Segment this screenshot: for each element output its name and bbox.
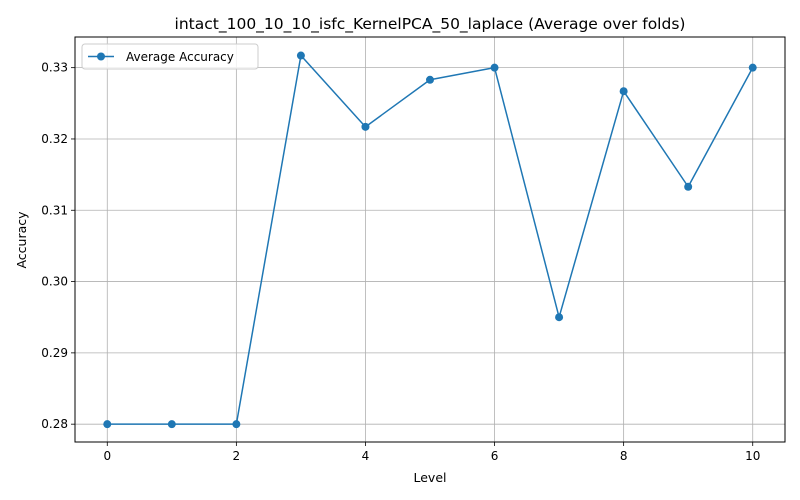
data-point-marker <box>232 420 241 429</box>
y-axis-label: Accuracy <box>14 211 29 269</box>
data-point-marker <box>555 313 564 322</box>
series-line <box>107 54 754 425</box>
data-point-marker <box>748 63 757 72</box>
data-point-marker <box>684 182 693 191</box>
x-tick-label: 0 <box>103 449 111 463</box>
x-tick-label: 6 <box>491 449 499 463</box>
legend-label: Average Accuracy <box>126 50 234 64</box>
x-tick-label: 4 <box>362 449 370 463</box>
grid <box>75 37 785 442</box>
x-tick-label: 2 <box>233 449 241 463</box>
data-point-marker <box>361 122 370 131</box>
legend: Average Accuracy <box>81 43 259 70</box>
legend-marker-swatch <box>97 52 105 61</box>
data-point-marker <box>296 51 305 60</box>
data-point-marker <box>167 420 176 429</box>
series-line-group <box>107 54 754 425</box>
y-axis-ticks: 0.28 0.29 0.30 0.31 0.32 0.33 <box>41 61 75 431</box>
chart-title: intact_100_10_10_isfc_KernelPCA_50_lapla… <box>175 15 686 34</box>
data-point-marker <box>619 87 628 96</box>
y-tick-label: 0.33 <box>41 61 68 75</box>
x-tick-label: 8 <box>620 449 628 463</box>
plot-frame <box>74 36 786 443</box>
data-point-marker <box>103 420 112 429</box>
x-axis-label: Level <box>414 470 447 485</box>
x-axis-ticks: 0 2 4 6 8 10 <box>103 442 760 463</box>
x-tick-label: 10 <box>745 449 760 463</box>
data-point-marker <box>426 75 434 84</box>
y-tick-label: 0.29 <box>41 346 68 360</box>
y-tick-label: 0.28 <box>41 417 68 431</box>
series-markers-group <box>103 51 757 429</box>
y-tick-label: 0.31 <box>41 203 68 217</box>
y-tick-label: 0.32 <box>41 132 68 146</box>
legend-box <box>81 43 259 70</box>
data-point-marker <box>490 63 499 72</box>
y-tick-label: 0.30 <box>41 275 68 289</box>
